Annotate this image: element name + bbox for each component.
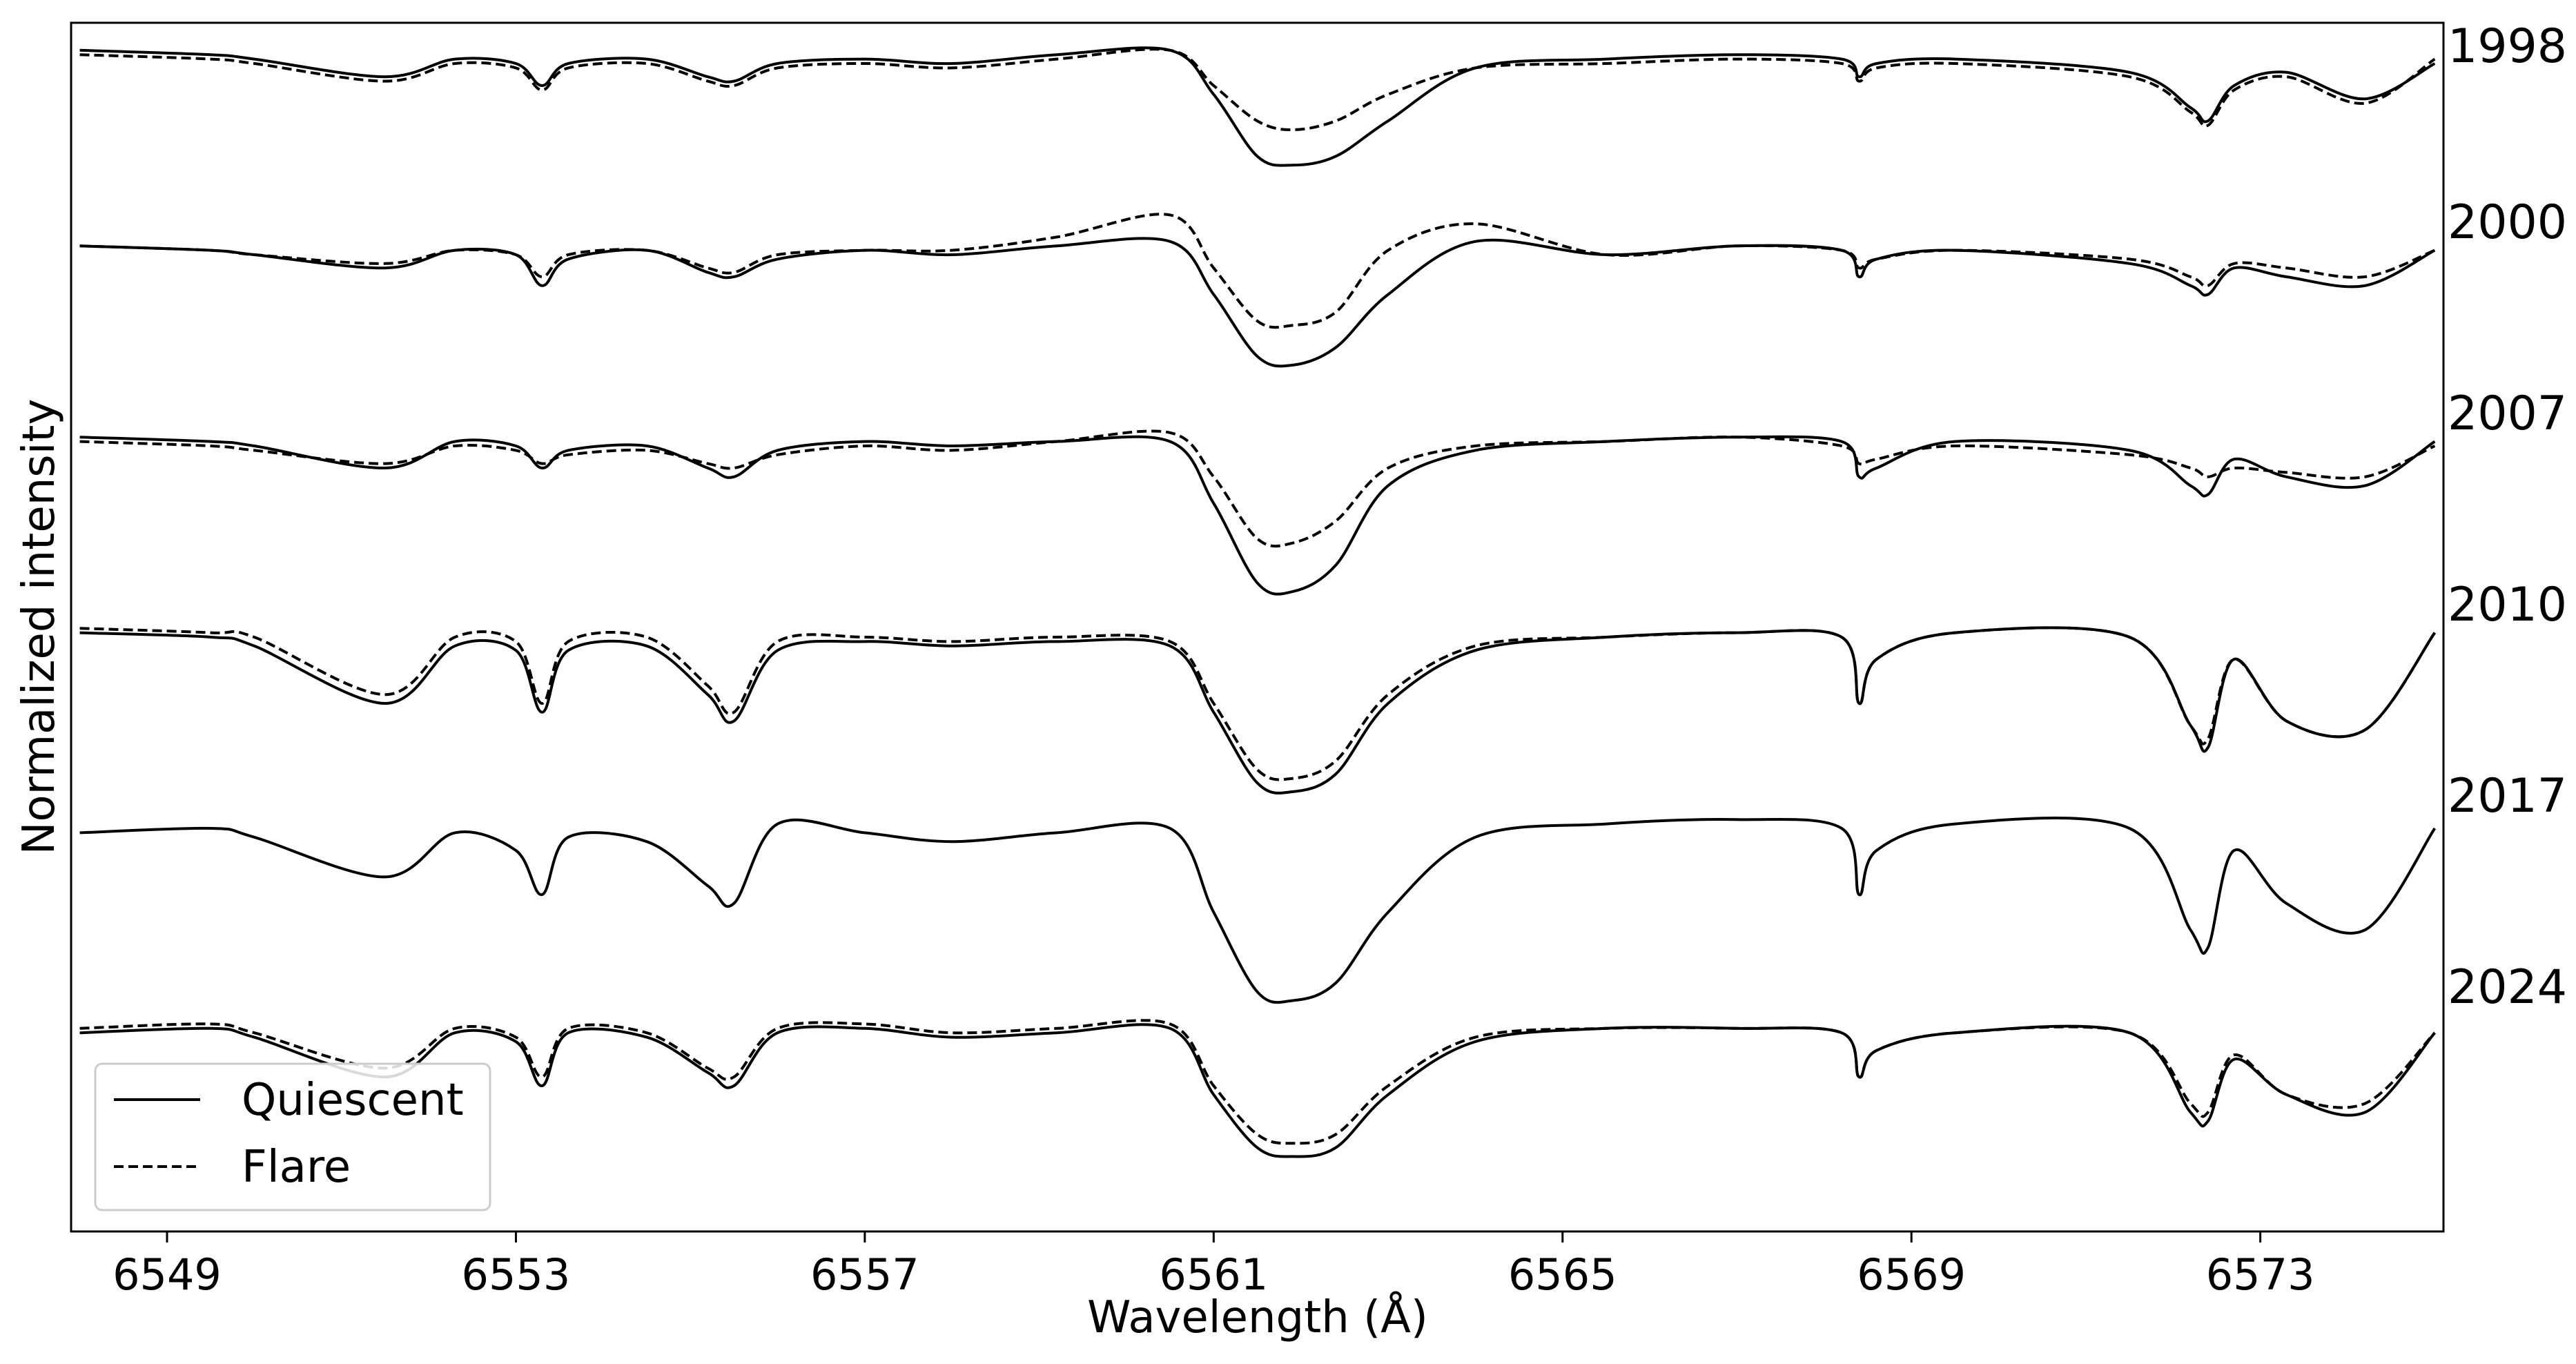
x-tick-label-6565: 6565: [1508, 1249, 1617, 1300]
x-tick-label-6557: 6557: [810, 1249, 919, 1300]
series-quiescent-1998: [79, 46, 2436, 167]
x-tick-label-6573: 6573: [2206, 1249, 2315, 1300]
year-labels: 1998 2000 2007 2010 2017 2024: [2448, 19, 2567, 1015]
legend-quiescent-label: Quiescent: [242, 1075, 464, 1126]
legend: Quiescent Flare: [94, 1062, 491, 1211]
x-tick-label-6561: 6561: [1159, 1249, 1268, 1300]
year-label-2017: 2017: [2448, 769, 2567, 824]
series-flare-2000: [79, 213, 2436, 329]
series-flare-2010: [79, 626, 2437, 781]
x-tick-label-6553: 6553: [462, 1249, 571, 1300]
spectra-lines: [79, 46, 2437, 1158]
series-quiescent-2017: [79, 817, 2437, 1004]
x-axis-label: Wavelength (Å): [1087, 1291, 1428, 1343]
plot-frame: [70, 21, 2445, 1233]
x-tick-label-6569: 6569: [1857, 1249, 1966, 1300]
year-label-2024: 2024: [2448, 960, 2567, 1015]
x-axis-ticks: 6549 6553 6557 6561 6565 6569 6573: [113, 1231, 2315, 1300]
year-label-1998: 1998: [2448, 19, 2567, 74]
series-flare-2007: [79, 429, 2436, 548]
x-tick-label-6549: 6549: [113, 1249, 222, 1300]
legend-flare-label: Flare: [242, 1142, 351, 1193]
year-label-2007: 2007: [2448, 387, 2567, 441]
year-label-2000: 2000: [2448, 195, 2567, 250]
y-axis-label: Normalized intensity: [14, 399, 65, 855]
series-flare-1998: [79, 48, 2436, 132]
year-label-2010: 2010: [2448, 578, 2567, 632]
